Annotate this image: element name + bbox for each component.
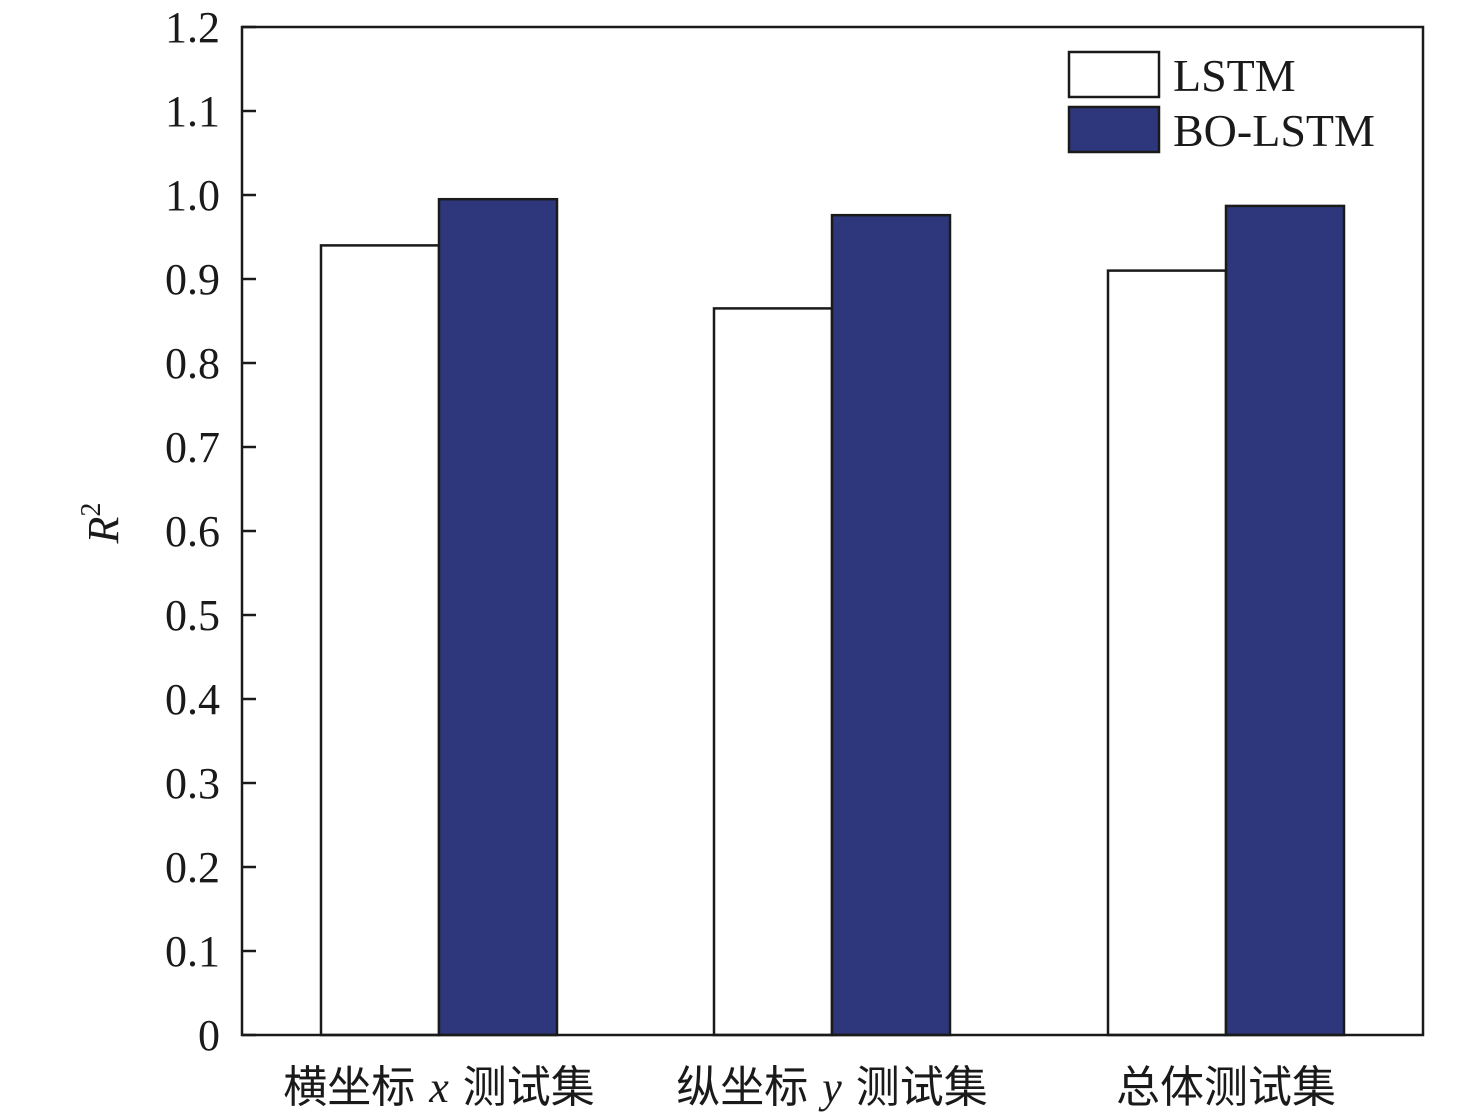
y-tick-label: 0 xyxy=(198,1011,220,1060)
y-tick-label: 0.6 xyxy=(165,507,220,556)
category-text-pre: 纵坐标 xyxy=(676,1062,822,1113)
x-axis: 横坐标 x 测试集 纵坐标 y 测试集 总体测试集 xyxy=(283,1062,1336,1113)
bar-bo-lstm-2 xyxy=(830,213,952,1037)
legend-label: LSTM xyxy=(1173,50,1296,101)
bar-lstm-2 xyxy=(712,307,834,1037)
legend-label: BO-LSTM xyxy=(1173,105,1375,156)
category-variable: y xyxy=(818,1063,842,1112)
y-tick-label: 1.1 xyxy=(165,87,220,136)
y-tick-label: 0.4 xyxy=(165,675,220,724)
legend-swatch xyxy=(1067,105,1161,154)
bar-lstm-3 xyxy=(1106,269,1228,1037)
y-axis: 0 0.1 0.2 0.3 0.4 0.5 0.6 0.7 0.8 0.9 1.0 1.1 1.2 xyxy=(165,3,256,1060)
category-text-post: 测试集 xyxy=(449,1062,595,1113)
y-tick-label: 0.3 xyxy=(165,759,220,808)
y-tick-label: 1.2 xyxy=(165,3,220,52)
bar-bo-lstm-1 xyxy=(437,197,559,1037)
y-tick-label: 0.7 xyxy=(165,423,220,472)
y-tick-label: 0.2 xyxy=(165,843,220,892)
y-tick-label: 1.0 xyxy=(165,171,220,220)
y-tick-label: 0.9 xyxy=(165,255,220,304)
category-text-pre: 总体测试集 xyxy=(1116,1062,1336,1113)
x-category-label: 纵坐标 y 测试集 xyxy=(676,1062,988,1113)
legend-swatch xyxy=(1067,50,1161,99)
bars-layer xyxy=(319,197,1346,1037)
y-tick-label: 0.5 xyxy=(165,591,220,640)
category-text-pre: 横坐标 xyxy=(283,1062,429,1113)
x-category-label: 总体测试集 xyxy=(1116,1062,1336,1113)
y-tick-label: 0.8 xyxy=(165,339,220,388)
x-category-label: 横坐标 x 测试集 xyxy=(283,1062,595,1113)
bar-bo-lstm-3 xyxy=(1224,204,1346,1037)
y-tick-label: 0.1 xyxy=(165,927,220,976)
category-text-post: 测试集 xyxy=(842,1062,988,1113)
category-variable: x xyxy=(428,1063,449,1112)
bar-lstm-1 xyxy=(319,244,441,1037)
y-axis-label: R2 xyxy=(76,503,128,545)
